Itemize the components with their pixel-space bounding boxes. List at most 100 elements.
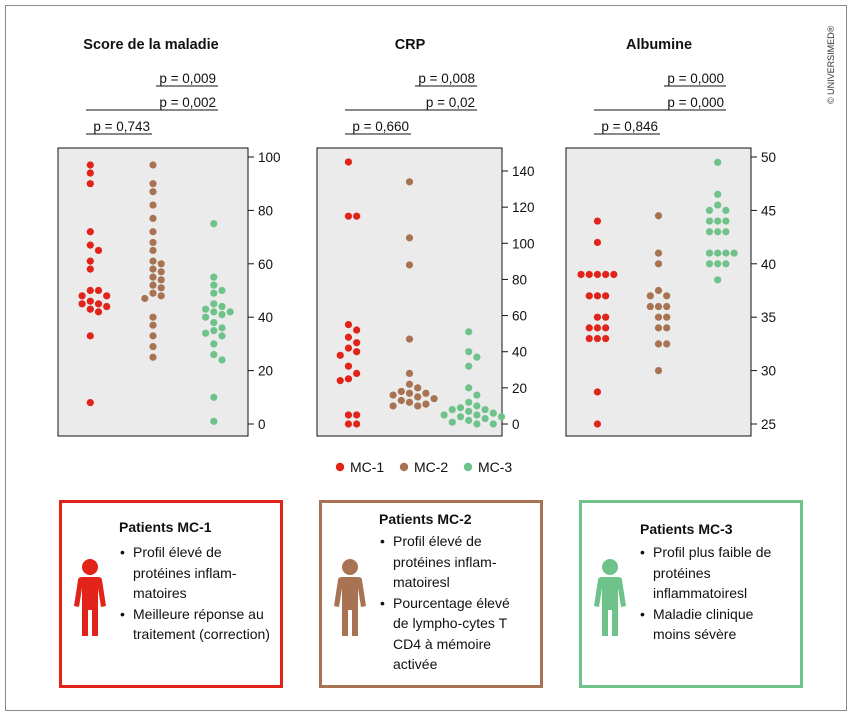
card-mc1: Patients MC-1 Profil élevé de protéines … xyxy=(59,500,283,688)
data-point-mc-3 xyxy=(497,413,506,421)
data-point-mc-1 xyxy=(344,420,353,428)
legend-marker xyxy=(335,462,345,472)
data-point-mc-2 xyxy=(149,273,157,281)
panel-3: Albumine p = 0,000 p = 0,000 p = 0,846 25 30 3… xyxy=(565,37,776,437)
data-point-mc-2 xyxy=(149,353,157,361)
y-tick-label: 0 xyxy=(258,417,266,432)
data-point-mc-2 xyxy=(422,400,430,408)
data-point-mc-3 xyxy=(722,217,730,225)
data-point-mc-2 xyxy=(654,367,663,375)
data-point-mc-1 xyxy=(86,241,94,249)
data-point-mc-3 xyxy=(705,249,714,257)
data-point-mc-1 xyxy=(336,377,344,385)
list-item: Profil élevé de protéines inflam-matoire… xyxy=(120,542,270,604)
data-point-mc-1 xyxy=(353,411,361,419)
data-point-mc-3 xyxy=(489,409,497,417)
data-point-mc-1 xyxy=(353,339,361,347)
data-point-mc-2 xyxy=(654,324,663,332)
data-point-mc-3 xyxy=(714,260,722,268)
y-tick-label: 30 xyxy=(761,364,776,379)
y-tick-label: 20 xyxy=(258,364,273,379)
data-point-mc-3 xyxy=(714,158,722,166)
data-point-mc-3 xyxy=(722,249,730,257)
data-point-mc-1 xyxy=(344,344,353,352)
y-tick-label: 25 xyxy=(761,417,776,432)
panel-title: Score de la maladie xyxy=(83,37,218,53)
data-point-mc-1 xyxy=(593,420,602,428)
panel-2: CRP p = 0,008 p = 0,02 p = 0,660 0 20 40 60 80 10… xyxy=(316,37,535,437)
legend-label: MC-1 xyxy=(350,459,384,475)
pvalue-label: p = 0,008 xyxy=(418,71,475,86)
data-point-mc-1 xyxy=(103,292,111,300)
data-point-mc-2 xyxy=(149,332,157,340)
data-point-mc-3 xyxy=(714,190,722,198)
data-point-mc-2 xyxy=(149,246,157,255)
data-point-mc-3 xyxy=(473,353,481,361)
data-point-mc-3 xyxy=(705,217,714,225)
data-point-mc-2 xyxy=(149,238,157,247)
data-point-mc-1 xyxy=(94,300,103,308)
list-item: Profil plus faible de protéines inflamma… xyxy=(640,542,780,604)
data-point-mc-3 xyxy=(210,326,218,335)
data-point-mc-3 xyxy=(210,393,218,401)
data-point-mc-1 xyxy=(602,270,610,279)
data-point-mc-1 xyxy=(353,326,361,334)
card-list: Profil plus faible de protéines inflamma… xyxy=(640,542,780,645)
data-point-mc-3 xyxy=(465,362,473,370)
data-point-mc-1 xyxy=(353,348,361,356)
legend-label: MC-2 xyxy=(414,459,448,475)
data-point-mc-1 xyxy=(78,292,86,300)
y-tick-label: 100 xyxy=(258,150,281,165)
data-point-mc-2 xyxy=(405,234,414,242)
data-point-mc-3 xyxy=(714,217,722,225)
data-point-mc-1 xyxy=(353,420,361,428)
data-point-mc-3 xyxy=(218,332,226,340)
data-point-mc-2 xyxy=(405,389,414,397)
data-point-mc-1 xyxy=(353,212,361,220)
data-point-mc-1 xyxy=(94,286,103,295)
pvalue-label: p = 0,660 xyxy=(352,119,409,134)
data-point-mc-3 xyxy=(473,402,481,410)
y-tick-label: 120 xyxy=(512,200,535,215)
list-item: Pourcentage élevé de lympho-cytes T CD4 … xyxy=(380,593,520,675)
data-point-mc-2 xyxy=(405,380,414,388)
data-point-mc-3 xyxy=(448,418,456,426)
data-point-mc-3 xyxy=(473,420,481,428)
y-tick-label: 60 xyxy=(512,309,527,324)
data-point-mc-1 xyxy=(336,351,344,359)
data-point-mc-1 xyxy=(94,308,103,316)
data-point-mc-1 xyxy=(94,246,103,255)
legend: MC-1 MC-2 MC-3 xyxy=(335,459,512,475)
data-point-mc-3 xyxy=(705,206,714,214)
data-point-mc-2 xyxy=(149,228,157,236)
data-point-mc-2 xyxy=(414,402,422,410)
data-point-mc-2 xyxy=(405,369,414,377)
data-point-mc-1 xyxy=(353,369,361,377)
data-point-mc-2 xyxy=(149,265,157,273)
data-point-mc-1 xyxy=(86,332,94,340)
data-point-mc-3 xyxy=(218,356,226,364)
data-point-mc-1 xyxy=(585,292,593,300)
data-point-mc-2 xyxy=(654,313,663,321)
data-point-mc-3 xyxy=(473,391,481,399)
data-point-mc-3 xyxy=(456,413,465,421)
data-point-mc-1 xyxy=(602,334,610,343)
pvalue-label: p = 0,002 xyxy=(159,95,216,110)
y-tick-label: 60 xyxy=(258,257,273,272)
data-point-mc-3 xyxy=(722,260,730,268)
data-point-mc-2 xyxy=(149,289,157,297)
data-point-mc-3 xyxy=(210,308,218,316)
pvalue-label: p = 0,02 xyxy=(426,95,475,110)
data-point-mc-1 xyxy=(593,388,602,396)
data-point-mc-1 xyxy=(577,270,585,279)
list-item: Maladie clinique moins sévère xyxy=(640,604,780,645)
data-point-mc-1 xyxy=(86,305,94,313)
y-tick-label: 20 xyxy=(512,381,527,396)
legend-label: MC-3 xyxy=(478,459,512,475)
data-point-mc-1 xyxy=(593,324,602,332)
data-point-mc-3 xyxy=(210,281,218,289)
data-point-mc-3 xyxy=(202,313,210,321)
data-point-mc-3 xyxy=(210,300,218,308)
data-point-mc-2 xyxy=(149,321,157,329)
y-tick-label: 80 xyxy=(512,272,527,287)
